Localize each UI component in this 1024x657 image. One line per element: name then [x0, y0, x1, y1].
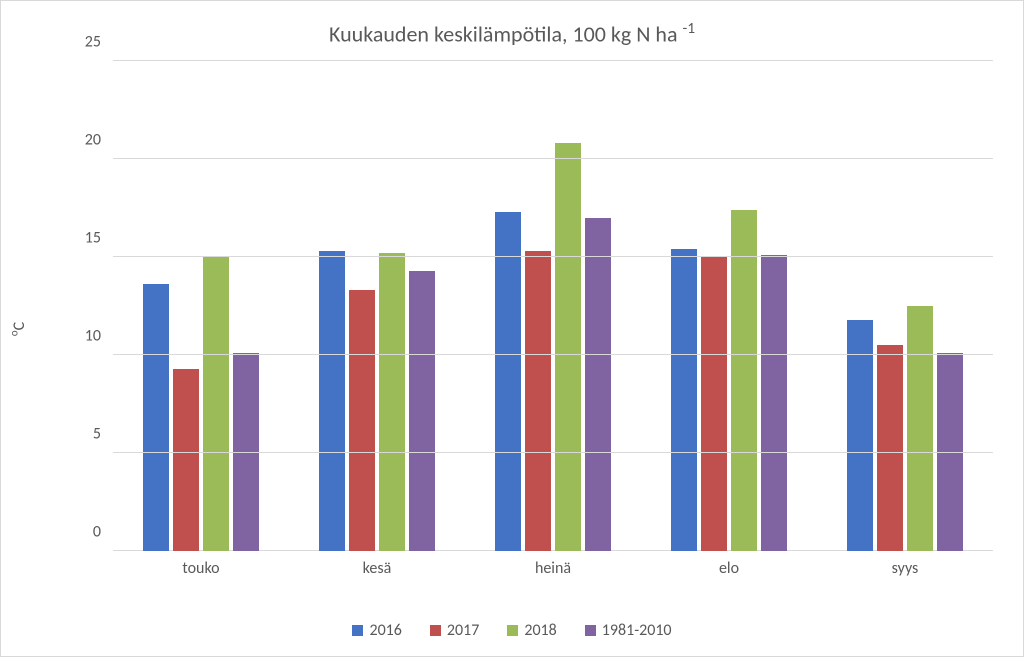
legend-item: 2018 [507, 621, 556, 640]
x-tick-label: heinä [465, 559, 641, 578]
bar [319, 251, 345, 551]
plot-area: toukokesäheinäelosyys 0510152025 [113, 61, 993, 551]
legend-item: 2016 [352, 621, 401, 640]
legend-label: 1981-2010 [602, 621, 672, 640]
x-tick-label: syys [817, 559, 993, 578]
legend-item: 1981-2010 [585, 621, 672, 640]
legend-swatch [430, 625, 441, 636]
y-tick-label: 15 [85, 229, 113, 248]
bar [701, 257, 727, 551]
category-group [465, 61, 641, 551]
bar [731, 210, 757, 551]
grid-line [113, 158, 993, 159]
legend-swatch [507, 625, 518, 636]
bar [761, 255, 787, 551]
x-tick-label: touko [113, 559, 289, 578]
chart-title: Kuukauden keskilämpötila, 100 kg N ha -1 [1, 19, 1023, 47]
x-tick-label: elo [641, 559, 817, 578]
y-tick-label: 5 [93, 425, 113, 444]
bar [173, 369, 199, 551]
chart-frame: Kuukauden keskilämpötila, 100 kg N ha -1… [0, 0, 1024, 657]
bar [495, 212, 521, 551]
legend-swatch [352, 625, 363, 636]
y-tick-label: 25 [85, 33, 113, 52]
bar [409, 271, 435, 551]
x-tick-label: kesä [289, 559, 465, 578]
legend-label: 2018 [524, 621, 556, 640]
legend-swatch [585, 625, 596, 636]
plot-outer: toukokesäheinäelosyys 0510152025 [41, 61, 993, 581]
category-group [113, 61, 289, 551]
category-group [289, 61, 465, 551]
bar [907, 306, 933, 551]
bars-layer [113, 61, 993, 551]
grid-line [113, 354, 993, 355]
y-tick-label: 20 [85, 131, 113, 150]
bar [143, 284, 169, 551]
bar [203, 257, 229, 551]
bar [671, 249, 697, 551]
grid-line [113, 60, 993, 61]
legend-item: 2017 [430, 621, 479, 640]
legend-label: 2017 [447, 621, 479, 640]
grid-line [113, 452, 993, 453]
bar [349, 290, 375, 551]
bar [585, 218, 611, 551]
category-group [641, 61, 817, 551]
category-group [817, 61, 993, 551]
legend-label: 2016 [369, 621, 401, 640]
y-tick-label: 0 [93, 523, 113, 542]
bar [877, 345, 903, 551]
bar [525, 251, 551, 551]
y-tick-label: 10 [85, 327, 113, 346]
bar [379, 253, 405, 551]
x-axis-labels: toukokesäheinäelosyys [113, 551, 993, 578]
y-axis-label: oC [8, 321, 29, 335]
grid-line [113, 256, 993, 257]
bar [555, 143, 581, 551]
legend: 2016 2017 2018 1981-2010 [1, 621, 1023, 640]
